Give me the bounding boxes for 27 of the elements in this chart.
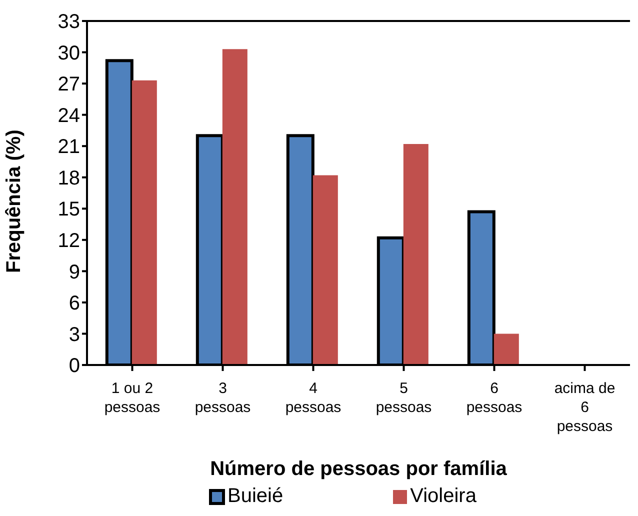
y-tick-label: 0 — [68, 355, 80, 378]
x-tick-label: 4 pessoas — [285, 380, 342, 416]
x-tick-label: 3 pessoas — [194, 380, 251, 416]
y-tick-label: 24 — [58, 104, 80, 127]
bar — [132, 80, 157, 365]
bar — [222, 49, 248, 365]
x-tick-label: acima de 6 pessoas — [554, 380, 616, 435]
y-tick-label: 3 — [68, 324, 80, 346]
bar — [403, 144, 428, 365]
bar — [494, 334, 519, 365]
y-tick-label: 18 — [58, 167, 80, 190]
y-tick-label: 30 — [58, 42, 80, 64]
x-axis-title: Número de pessoas por família — [210, 458, 508, 480]
legend-label: Violeira — [409, 485, 476, 508]
x-tick-label: 6 pessoas — [466, 380, 522, 416]
x-tick-label: 1 ou 2 pessoas — [104, 380, 160, 416]
legend-label: Buieié — [226, 485, 284, 508]
y-tick-label: 15 — [58, 198, 80, 221]
y-tick-label: 9 — [68, 261, 80, 284]
bar — [312, 175, 338, 365]
y-tick-label: 33 — [58, 11, 80, 34]
y-tick-label: 27 — [58, 74, 80, 96]
y-tick-label: 12 — [58, 230, 80, 252]
x-tick-label: 5 pessoas — [376, 380, 432, 416]
y-axis-title: Frequência (%) — [3, 130, 26, 273]
y-tick-label: 6 — [68, 292, 80, 315]
y-tick-label: 21 — [58, 136, 80, 158]
